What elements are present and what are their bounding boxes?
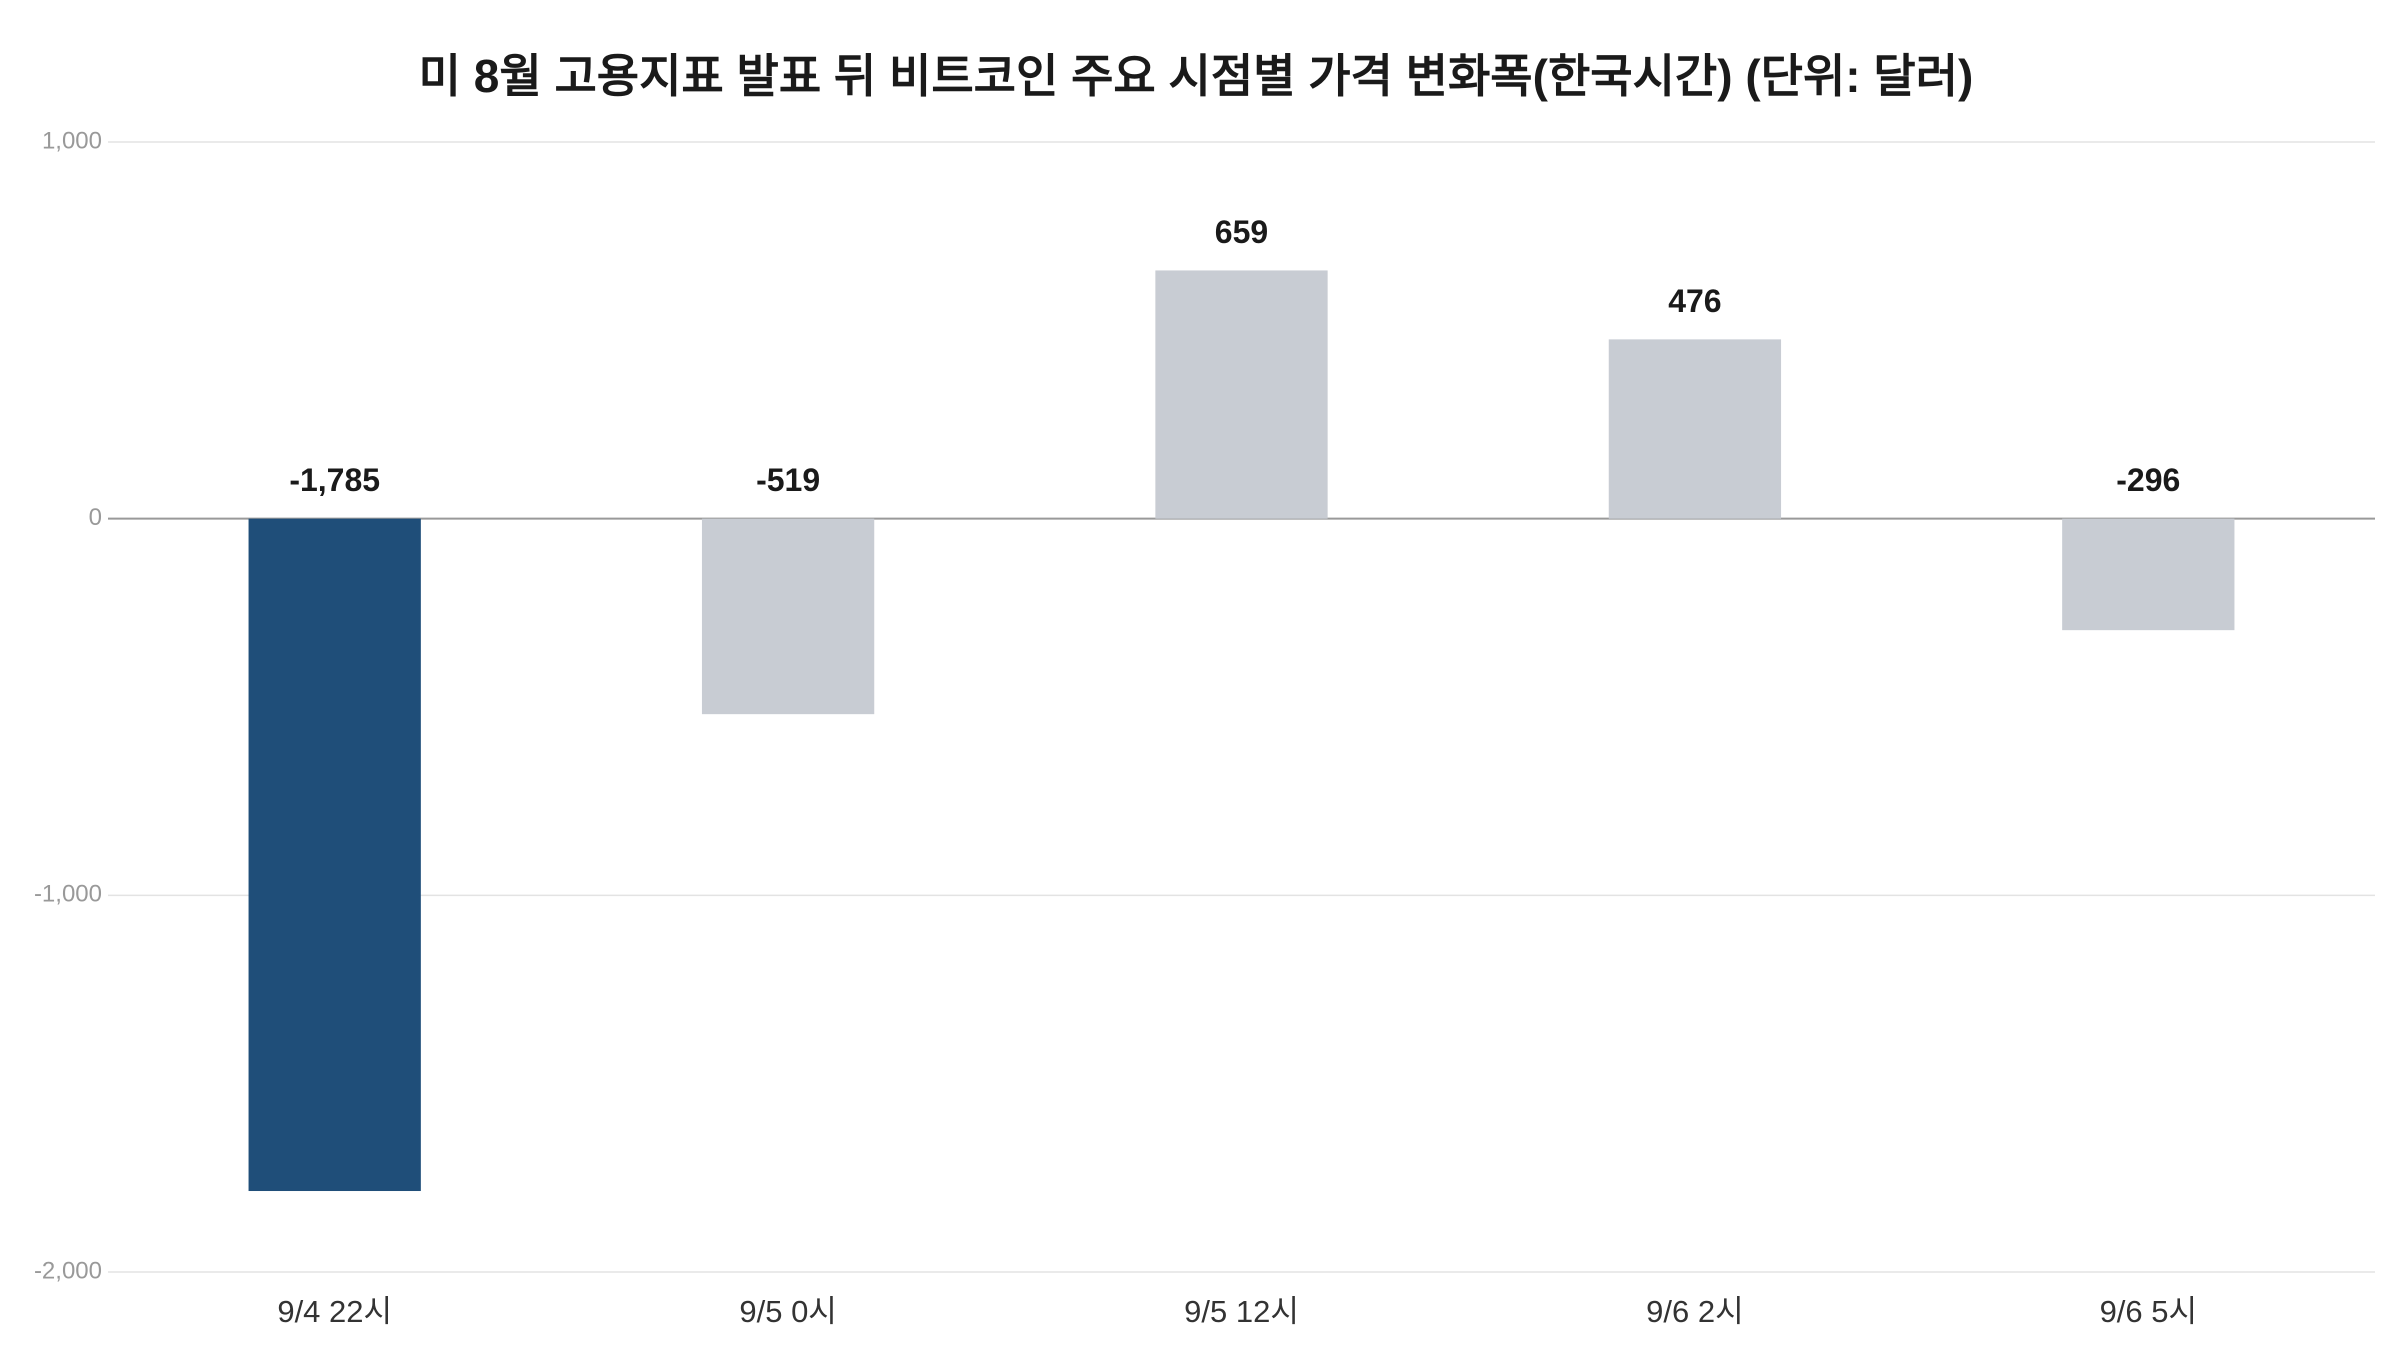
x-tick-label: 9/4 22시 xyxy=(277,1294,392,1329)
value-label: 659 xyxy=(1215,214,1268,250)
y-tick-label: 0 xyxy=(89,504,102,531)
bar xyxy=(248,518,421,1192)
x-tick-label: 9/5 0시 xyxy=(739,1294,836,1329)
bar xyxy=(701,518,875,715)
bar xyxy=(2062,518,2235,631)
x-tick-label: 9/6 5시 xyxy=(2100,1294,2197,1329)
value-label: -519 xyxy=(756,462,820,498)
y-tick-label: -1,000 xyxy=(34,881,102,908)
chart-title: 미 8월 고용지표 발표 뒤 비트코인 주요 시점별 가격 변화폭(한국시간) … xyxy=(419,50,1974,102)
x-tick-label: 9/6 2시 xyxy=(1646,1294,1743,1329)
value-label: -1,785 xyxy=(289,462,380,498)
value-label: -296 xyxy=(2116,462,2180,498)
bar xyxy=(1608,339,1782,519)
x-tick-label: 9/5 12시 xyxy=(1184,1294,1299,1329)
y-tick-label: 1,000 xyxy=(42,127,102,154)
y-tick-label: -2,000 xyxy=(34,1257,102,1284)
value-label: 476 xyxy=(1668,283,1721,319)
bar xyxy=(1155,270,1328,519)
